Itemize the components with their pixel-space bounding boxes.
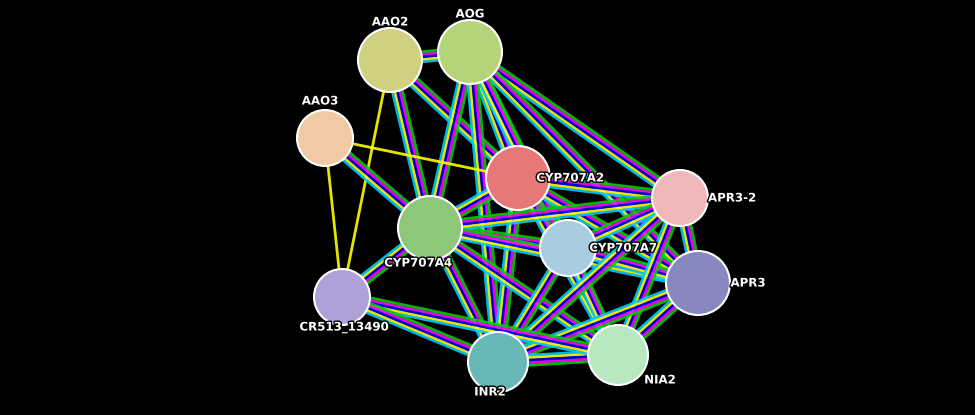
Text: NIA2: NIA2 [644, 374, 676, 386]
Text: APR3: APR3 [730, 276, 765, 290]
Text: APR3-2: APR3-2 [708, 191, 756, 205]
Circle shape [438, 20, 502, 84]
Text: CYP707A2: CYP707A2 [536, 171, 604, 185]
Circle shape [358, 28, 422, 92]
Text: INR2: INR2 [474, 386, 506, 398]
Circle shape [652, 170, 708, 226]
Circle shape [486, 146, 550, 210]
Circle shape [314, 269, 370, 325]
Text: AAO2: AAO2 [371, 15, 409, 29]
Text: APR3-2: APR3-2 [708, 191, 756, 205]
Circle shape [666, 251, 730, 315]
Text: CR513_13490: CR513_13490 [299, 320, 389, 334]
Text: AAO3: AAO3 [302, 95, 338, 107]
Circle shape [588, 325, 648, 385]
Text: CYP707A4: CYP707A4 [384, 256, 451, 269]
Text: CYP707A2: CYP707A2 [536, 171, 604, 185]
Text: INR2: INR2 [474, 386, 506, 398]
Text: CYP707A7: CYP707A7 [589, 242, 657, 254]
Text: APR3: APR3 [730, 276, 765, 290]
Circle shape [297, 110, 353, 166]
Text: AAO2: AAO2 [371, 15, 409, 29]
Text: CR513_13490: CR513_13490 [299, 320, 389, 334]
Circle shape [540, 220, 596, 276]
Text: NIA2: NIA2 [644, 374, 676, 386]
Text: AOG: AOG [455, 7, 485, 20]
Text: CYP707A7: CYP707A7 [589, 242, 657, 254]
Text: AAO3: AAO3 [302, 95, 338, 107]
Text: CYP707A4: CYP707A4 [384, 256, 451, 269]
Text: AOG: AOG [455, 7, 485, 20]
Circle shape [468, 332, 528, 392]
Circle shape [398, 196, 462, 260]
